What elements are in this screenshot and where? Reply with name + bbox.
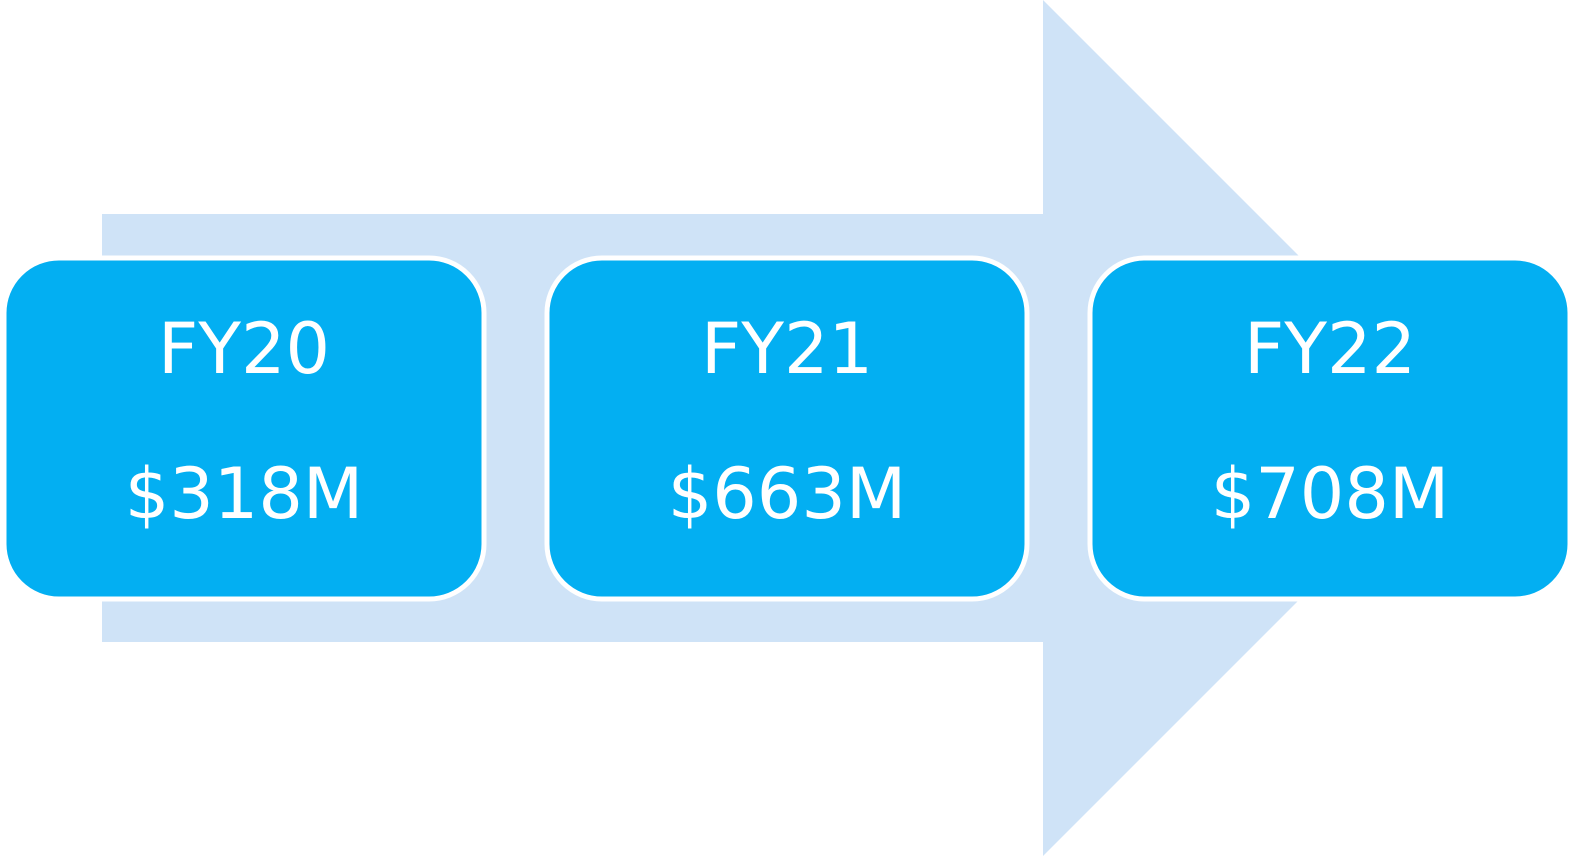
process-step: FY20 $318M — [1, 255, 487, 602]
step-label: FY20 — [158, 308, 330, 390]
step-value: $318M — [125, 453, 364, 535]
step-value: $708M — [1211, 453, 1450, 535]
step-box — [1, 255, 487, 602]
process-step: FY21 $663M — [544, 255, 1030, 602]
process-step: FY22 $708M — [1087, 255, 1572, 602]
step-label: FY21 — [701, 308, 873, 390]
step-box — [1087, 255, 1572, 602]
step-label: FY22 — [1244, 308, 1416, 390]
step-value: $663M — [668, 453, 907, 535]
step-box — [544, 255, 1030, 602]
